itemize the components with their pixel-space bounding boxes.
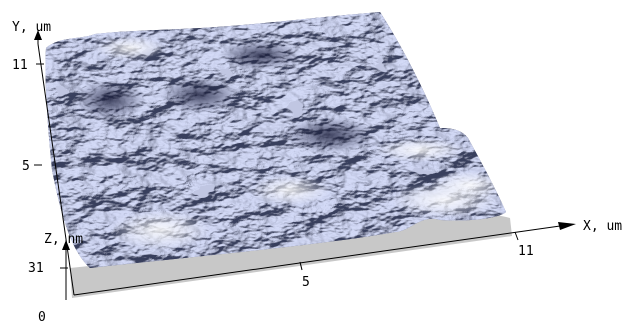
y-axis-label: Y, um: [12, 20, 51, 35]
x-tick-5: [299, 261, 303, 271]
axes: [34, 30, 576, 300]
y-tick-label-5: 5: [22, 159, 30, 174]
z-axis-arrow: [62, 240, 70, 250]
x-tick-label-11: 11: [518, 244, 534, 259]
x-axis-label: X, um: [583, 219, 622, 234]
y-axis-line: [37, 43, 75, 296]
y-tick-label-11: 11: [12, 58, 28, 73]
z-tick-label-31: 31: [28, 261, 44, 276]
z-tick-label-0: 0: [38, 310, 46, 325]
x-tick-11: [514, 231, 519, 241]
z-axis-label: Z, nm: [44, 232, 83, 247]
base-wall: [70, 212, 512, 298]
x-tick-label-5: 5: [302, 275, 310, 290]
x-axis-line: [73, 225, 561, 296]
x-axis-arrow: [558, 222, 576, 230]
